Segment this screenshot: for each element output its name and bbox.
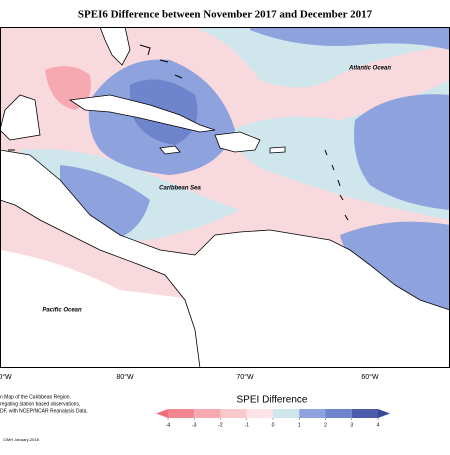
small-islands [8,44,349,221]
colorbar-tick-label: 0 [272,422,275,428]
blue-area [354,94,450,210]
blue-area [60,165,150,240]
colorbar-segment [168,409,195,418]
credit: CIMH January-2018 [3,437,40,442]
colorbar-over [378,409,390,418]
island-puerto-rico [269,146,286,154]
colorbar: -4 -3 -2 -1 0 1 2 3 4 [156,409,390,428]
legend-title: SPEI Difference [237,395,308,406]
blue-area [250,27,450,50]
colorbar-tick-label: 1 [298,422,301,428]
pacific-area [0,250,200,368]
longitude-label: 70°W [236,373,254,381]
colorbar-segment [246,409,273,418]
longitude-label: 60°W [361,373,379,381]
colorbar-segment [220,409,247,418]
colorbar-tick-label: -2 [218,422,223,428]
ocean-label: Pacific Ocean [42,308,82,314]
island-hispaniola [214,131,261,153]
title: SPEI6 Difference between November 2017 a… [78,9,373,21]
map: Atlantic Ocean Caribbean Sea Pacific Oce… [0,27,450,368]
colorbar-segment [325,409,352,418]
colorbar-segment [194,409,221,418]
colorbar-tick-label: 2 [324,422,327,428]
colorbar-segment [273,409,300,418]
footnote-line: regating station based observations, [0,401,80,407]
island-jamaica [159,145,181,155]
colorbar-tick-label: -4 [166,422,171,428]
colorbar-tick-label: 3 [350,422,353,428]
colorbar-tick-label: -1 [245,422,250,428]
colorbar-under [156,409,168,418]
colorbar-tick-label: 4 [377,422,380,428]
footnote-line: DF, with NCEP/NCAR Reanalysis Data. [0,408,88,414]
longitude-label: 80°W [116,373,134,381]
colorbar-segment [351,409,378,418]
longitude-label: 0°W [0,373,12,381]
ocean-label: Atlantic Ocean [348,66,391,72]
mainland [0,94,450,368]
island-cuba [68,94,216,133]
florida [99,27,131,66]
blue-area [340,221,450,310]
colorbar-segment [299,409,326,418]
sea-label: Caribbean Sea [159,186,201,192]
footnote-line: n Map of the Caribbean Region. [0,394,71,400]
colorbar-tick-label: -3 [192,422,197,428]
